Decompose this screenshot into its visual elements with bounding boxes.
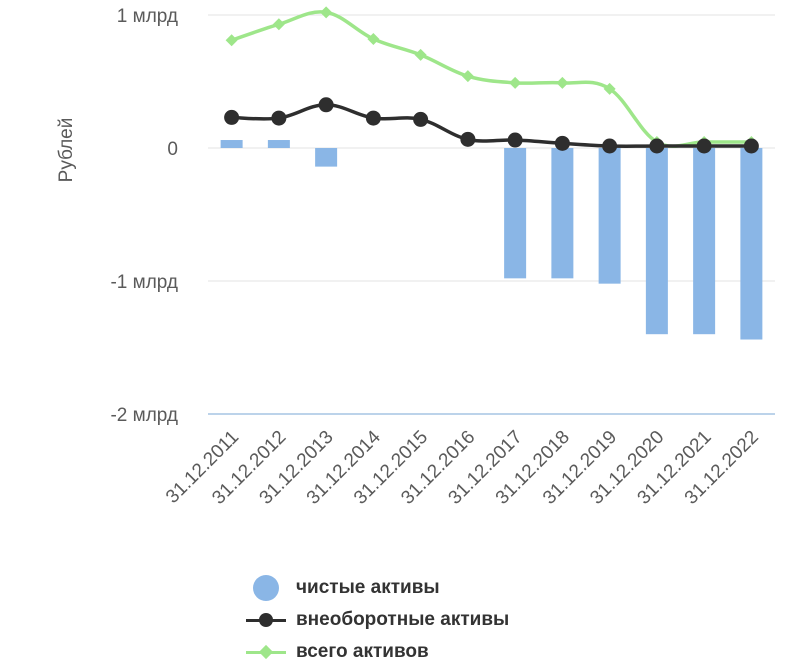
point-marker xyxy=(509,76,522,89)
bar xyxy=(598,148,621,284)
y-axis-ticks: 1 млрд 0 -1 млрд -2 млрд xyxy=(110,6,178,426)
point-marker xyxy=(367,32,380,45)
point-marker xyxy=(224,109,240,125)
bar xyxy=(551,148,574,279)
bar xyxy=(220,140,243,148)
point-marker xyxy=(413,111,429,127)
line-series xyxy=(224,6,759,154)
x-axis-ticks: 31.12.201131.12.201231.12.201331.12.2014… xyxy=(162,426,763,508)
point-marker xyxy=(696,138,712,154)
bars-series xyxy=(220,140,763,340)
bar xyxy=(645,148,668,335)
legend-item-noncurrent-assets[interactable]: внеоборотные активы xyxy=(246,604,509,636)
point-marker xyxy=(743,138,759,154)
point-marker xyxy=(318,97,334,113)
bar xyxy=(267,140,290,148)
point-marker xyxy=(414,48,427,61)
y-axis-label: Рублей xyxy=(56,118,77,183)
y-tick-label: -1 млрд xyxy=(110,272,178,293)
point-marker xyxy=(365,110,381,126)
point-marker xyxy=(271,110,287,126)
point-marker xyxy=(461,70,474,83)
point-marker xyxy=(507,132,523,148)
legend: чистые активы внеоборотные активы всего … xyxy=(246,572,509,668)
y-tick-label: -2 млрд xyxy=(110,405,178,426)
series-line xyxy=(231,10,752,148)
legend-item-net-assets[interactable]: чистые активы xyxy=(246,572,509,604)
point-marker xyxy=(556,76,569,89)
point-marker xyxy=(603,82,616,95)
bar xyxy=(740,148,763,340)
y-tick-label: 0 xyxy=(167,139,178,160)
y-tick-label: 1 млрд xyxy=(117,6,178,27)
series-total-assets xyxy=(225,6,758,149)
point-marker xyxy=(272,18,285,31)
point-marker xyxy=(554,135,570,151)
legend-label: чистые активы xyxy=(296,577,440,598)
point-marker xyxy=(602,138,618,154)
point-marker xyxy=(460,131,476,147)
legend-line-circle-icon xyxy=(246,607,286,633)
point-marker xyxy=(649,138,665,154)
legend-item-total-assets[interactable]: всего активов xyxy=(246,636,509,668)
bar xyxy=(693,148,716,335)
bar xyxy=(504,148,527,279)
point-marker xyxy=(320,6,333,19)
series-line xyxy=(231,103,752,148)
series-noncurrent-assets xyxy=(224,97,759,154)
grid xyxy=(208,14,775,415)
legend-circle-icon xyxy=(246,575,286,601)
legend-line-diamond-icon xyxy=(246,639,286,665)
legend-label: всего активов xyxy=(296,641,429,662)
legend-label: внеоборотные активы xyxy=(296,609,510,630)
bar xyxy=(315,148,338,167)
point-marker xyxy=(225,34,238,47)
